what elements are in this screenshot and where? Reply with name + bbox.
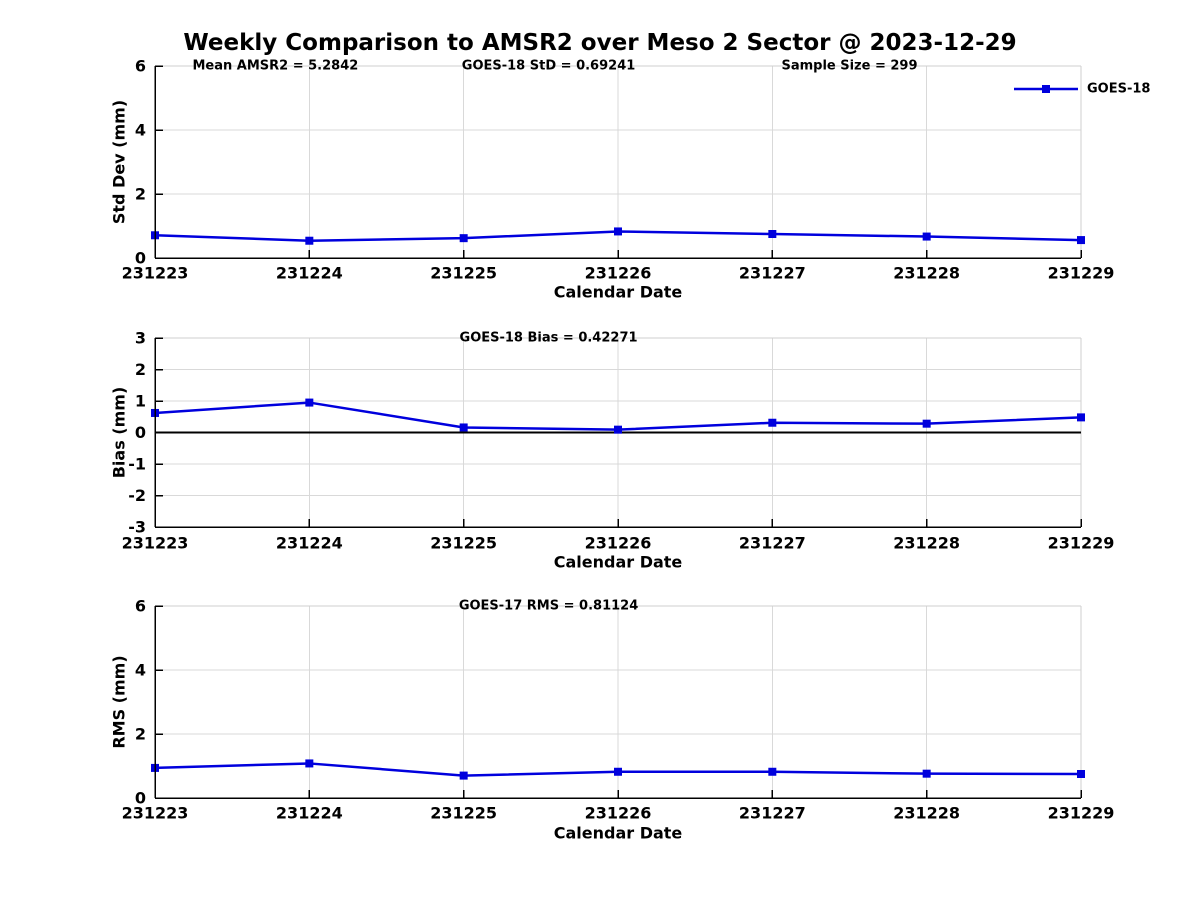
- y-axis-label: Std Dev (mm): [110, 100, 129, 224]
- y-tick-label: -2: [128, 486, 146, 505]
- y-tick-label: 0: [135, 789, 146, 808]
- bias-chart: 231223 231224 231225 231226 231227 231228 2312…: [110, 329, 1115, 572]
- data-point-marker: [459, 234, 468, 243]
- x-tick-label: 231223: [122, 804, 189, 823]
- data-point-marker: [459, 423, 468, 432]
- data-point-marker: [614, 767, 622, 776]
- y-tick-label: -3: [128, 518, 146, 537]
- x-tick-label: 231224: [276, 534, 343, 553]
- data-point-marker: [305, 398, 314, 407]
- y-tick-label: 2: [135, 725, 146, 744]
- data-point-marker: [922, 419, 931, 428]
- x-tick-label: 231226: [585, 534, 652, 553]
- x-tick-label: 231223: [122, 534, 189, 553]
- y-tick-label: 2: [135, 185, 146, 204]
- x-tick-label: 231223: [122, 264, 189, 283]
- x-tick-label: 231228: [893, 804, 960, 823]
- y-tick-label: 6: [135, 57, 146, 76]
- x-tick-label: 231225: [430, 264, 497, 283]
- x-tick-label: 231228: [893, 264, 960, 283]
- x-tick-label: 231227: [739, 804, 806, 823]
- x-tick-label: 231227: [739, 534, 806, 553]
- annotation-text: GOES-17 RMS = 0.81124: [459, 599, 638, 614]
- y-tick-label: 3: [135, 329, 146, 348]
- annotation-text: GOES-18 Bias = 0.42271: [460, 331, 638, 346]
- y-axis-label: RMS (mm): [110, 655, 129, 748]
- data-point-marker: [1077, 770, 1085, 778]
- x-tick-label: 231224: [276, 804, 343, 823]
- y-tick-label: 0: [135, 423, 146, 442]
- data-point-marker: [1077, 413, 1085, 422]
- data-point-marker: [922, 769, 931, 778]
- x-tick-label: 231228: [893, 534, 960, 553]
- data-point-marker: [305, 759, 314, 768]
- std-dev-chart: 231223 231224 231225 231226 231227 231228 2312…: [110, 57, 1151, 302]
- y-tick-label: -1: [128, 455, 146, 474]
- rms-chart: 231223 231224 231225 231226 231227 231228 2312…: [110, 597, 1115, 843]
- y-tick-label: 6: [135, 597, 146, 616]
- x-tick-label: 231225: [430, 804, 497, 823]
- data-point-marker: [768, 767, 777, 776]
- x-tick-label: 231225: [430, 534, 497, 553]
- annotation-text: Sample Size = 299: [781, 59, 917, 74]
- data-point-marker: [614, 227, 622, 236]
- data-point-marker: [614, 425, 622, 434]
- x-tick-label: 231229: [1048, 264, 1115, 283]
- x-tick-label: 231227: [739, 264, 806, 283]
- x-tick-label: 231226: [585, 264, 652, 283]
- figure-title: Weekly Comparison to AMSR2 over Meso 2 S…: [183, 30, 1017, 56]
- y-tick-label: 2: [135, 360, 146, 379]
- y-tick-label: 4: [135, 661, 146, 680]
- x-tick-label: 231229: [1048, 804, 1115, 823]
- data-point-marker: [922, 232, 931, 241]
- data-point-marker: [1077, 236, 1085, 245]
- annotation-text: Mean AMSR2 = 5.2842: [192, 59, 358, 74]
- data-point-marker: [768, 230, 777, 238]
- x-axis-label: Calendar Date: [554, 824, 683, 843]
- y-tick-label: 1: [135, 392, 146, 411]
- legend-marker-sample: [1042, 85, 1050, 93]
- x-axis-label: Calendar Date: [554, 283, 683, 302]
- data-point-marker: [305, 236, 314, 245]
- y-tick-label: 4: [135, 121, 146, 140]
- data-point-marker: [459, 771, 468, 780]
- data-point-marker: [768, 418, 777, 427]
- x-tick-label: 231224: [276, 264, 343, 283]
- y-tick-label: 0: [135, 249, 146, 268]
- annotation-text: GOES-18 StD = 0.69241: [462, 59, 636, 74]
- legend-label: GOES-18: [1087, 82, 1150, 97]
- x-tick-label: 231226: [585, 804, 652, 823]
- y-axis-label: Bias (mm): [110, 387, 129, 479]
- x-tick-label: 231229: [1048, 534, 1115, 553]
- x-axis-label: Calendar Date: [554, 553, 683, 572]
